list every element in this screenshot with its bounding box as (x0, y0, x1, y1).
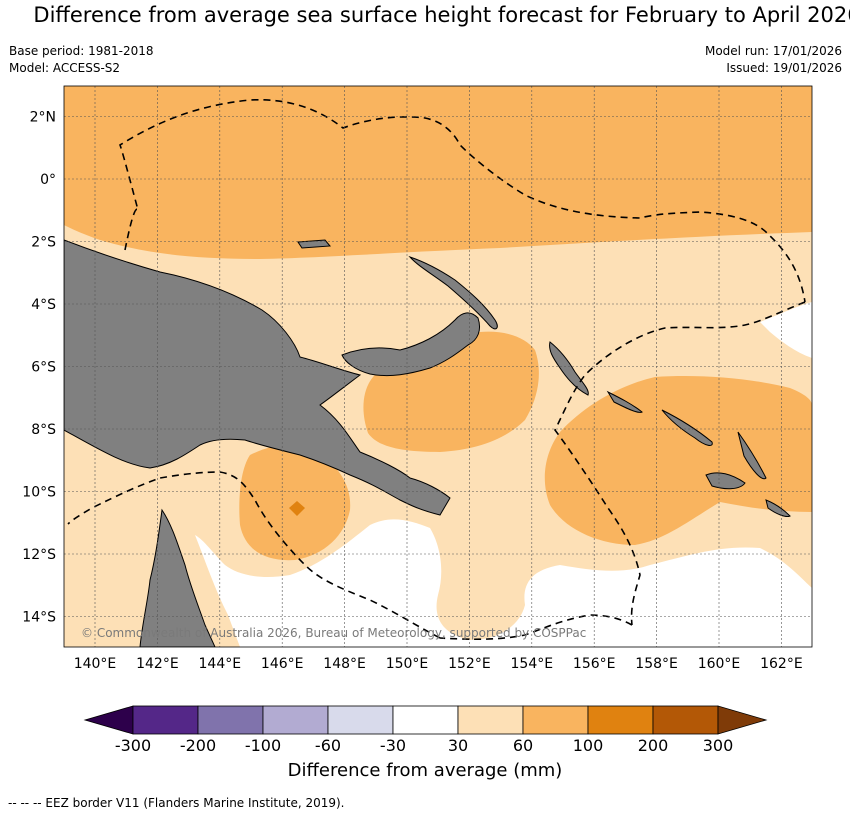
colorbar-swatch (392, 705, 459, 735)
lon-tick-label: 158°E (635, 656, 678, 672)
credit-text: © Commonwealth of Australia 2026, Bureau… (81, 626, 586, 640)
graticule (64, 86, 812, 647)
colorbar-tick-label: -30 (380, 736, 406, 755)
colorbar-tick-label: 300 (703, 736, 734, 755)
neutral-region-east (760, 302, 812, 358)
colorbar-swatch (522, 705, 589, 735)
meta-right: Model run: 17/01/2026 Issued: 19/01/2026 (705, 43, 842, 77)
lat-tick-label: 14°S (22, 610, 56, 626)
lon-tick-label: 144°E (199, 656, 242, 672)
colorbar-tick-label: 200 (638, 736, 669, 755)
base-period-text: Base period: 1981-2018 (9, 44, 154, 58)
colorbar-swatch (457, 705, 524, 735)
lat-tick-label: 12°S (22, 547, 56, 563)
lat-tick-label: 8°S (31, 422, 56, 438)
footnote: -- -- -- EEZ border V11 (Flanders Marine… (8, 796, 345, 810)
map-frame (63, 85, 813, 648)
land-santa-isabel (661, 409, 713, 446)
longitude-ticks: 140°E 142°E 144°E 146°E 148°E 150°E 152°E 154°E… (74, 656, 803, 672)
lon-tick-label: 148°E (323, 656, 366, 672)
colorbar-swatch (327, 705, 394, 735)
colorbar-tick-label: 30 (448, 736, 468, 755)
lon-tick-label: 150°E (386, 656, 429, 672)
colorbar-extend-low (83, 705, 134, 735)
lat-tick-label: 2°N (30, 110, 56, 126)
latitude-ticks: 2°N 0° 2°S 4°S 6°S 8°S 10°S 12°S 14°S (22, 110, 56, 626)
neutral-region-south (195, 519, 812, 647)
colorbar-extend-high (717, 705, 768, 735)
land-new-ireland (408, 255, 498, 330)
map-area: © Commonwealth of Australia 2026, Bureau… (64, 86, 812, 647)
model-run-text: Model run: 17/01/2026 (704, 44, 842, 58)
land-guadalcanal (705, 472, 746, 490)
colorbar-swatch (587, 705, 654, 735)
chart-title: Difference from average sea surface heig… (33, 3, 850, 27)
land-choiseul (606, 390, 643, 413)
land-makira (765, 499, 791, 517)
anomaly-band-100-200-spot (289, 501, 305, 516)
colorbar-ticks: -300 -200 -100 -60 -30 30 60 100 200 300 (115, 736, 733, 755)
lon-tick-label: 160°E (698, 656, 741, 672)
lon-tick-label: 140°E (74, 656, 117, 672)
lat-tick-label: 2°S (31, 235, 56, 251)
lon-tick-label: 162°E (760, 656, 803, 672)
lon-tick-label: 146°E (261, 656, 304, 672)
eez-borders (67, 98, 806, 641)
land-cape-york (139, 508, 216, 647)
anomaly-band-60-100-east (544, 376, 812, 545)
land-bougainville (549, 341, 589, 396)
land-new-guinea (64, 239, 451, 516)
anomaly-band-60-100-southwest (239, 444, 351, 561)
model-text: Model: ACCESS-S2 (9, 61, 121, 75)
lat-tick-label: 10°S (22, 485, 56, 501)
meta-left: Base period: 1981-2018 Model: ACCESS-S2 (9, 43, 154, 77)
issued-text: Issued: 19/01/2026 (726, 61, 842, 75)
colorbar-label: Difference from average (mm) (287, 760, 563, 781)
lat-tick-label: 0° (40, 172, 56, 188)
colorbar-swatch (197, 705, 264, 735)
colorbar-tick-label: 60 (513, 736, 533, 755)
lon-tick-label: 142°E (136, 656, 179, 672)
colorbar-tick-label: -100 (245, 736, 281, 755)
colorbar-tick-label: -60 (315, 736, 341, 755)
colorbar-swatch (262, 705, 329, 735)
land-new-britain (341, 312, 481, 377)
anomaly-band-60-100-north (64, 86, 812, 259)
colorbar-tick-label: -200 (180, 736, 216, 755)
land-malaita (737, 431, 767, 480)
colorbar (83, 705, 768, 735)
lon-tick-label: 154°E (511, 656, 554, 672)
lon-tick-label: 152°E (448, 656, 491, 672)
colorbar-tick-label: -300 (115, 736, 151, 755)
lat-tick-label: 4°S (31, 297, 56, 313)
colorbar-tick-label: 100 (573, 736, 604, 755)
lon-tick-label: 156°E (573, 656, 616, 672)
colorbar-swatch (132, 705, 199, 735)
colorbar-swatch (652, 705, 719, 735)
lat-tick-label: 6°S (31, 360, 56, 376)
land-manus (297, 239, 332, 249)
